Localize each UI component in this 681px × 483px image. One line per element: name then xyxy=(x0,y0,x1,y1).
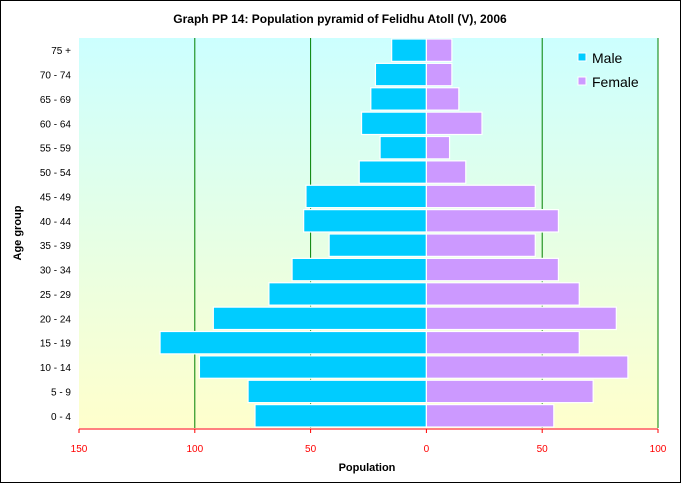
bar-male xyxy=(254,404,428,428)
y-tick-label: 60 - 64 xyxy=(40,119,72,130)
y-tick-label: 35 - 39 xyxy=(40,241,72,252)
x-tick-label: 50 xyxy=(305,444,317,455)
bar-female xyxy=(425,379,594,404)
chart-title: Graph PP 14: Population pyramid of Felid… xyxy=(173,12,507,26)
bar-female xyxy=(425,233,536,257)
y-tick-label: 75 + xyxy=(51,46,71,57)
x-tick-label: 100 xyxy=(186,444,203,455)
bar-female xyxy=(425,404,555,428)
bar-male xyxy=(360,111,428,136)
bar-male xyxy=(358,160,427,184)
bar-female xyxy=(425,306,617,331)
y-tick-label: 40 - 44 xyxy=(40,217,72,228)
y-tick-label: 20 - 24 xyxy=(40,314,72,325)
bar-female xyxy=(425,209,560,233)
y-tick-label: 55 - 59 xyxy=(40,144,72,155)
bar-female xyxy=(425,160,467,184)
bar-female xyxy=(425,87,460,111)
x-tick-label: 0 xyxy=(424,444,430,455)
bar-female xyxy=(425,184,536,209)
y-tick-label: 10 - 14 xyxy=(40,363,72,374)
y-axis-title: Age group xyxy=(12,205,24,260)
legend-swatch-male xyxy=(577,52,587,62)
bar-female xyxy=(425,38,453,62)
legend-label-female: Female xyxy=(592,74,639,90)
y-tick-label: 5 - 9 xyxy=(51,387,71,398)
x-tick-label: 150 xyxy=(71,444,88,455)
legend-swatch-female xyxy=(577,76,587,86)
bar-male xyxy=(374,62,427,87)
bar-male xyxy=(379,135,427,160)
bar-male xyxy=(159,330,427,355)
bar-female xyxy=(425,257,560,282)
bar-male xyxy=(268,282,427,306)
legend-label-male: Male xyxy=(592,50,623,66)
bar-male xyxy=(247,379,427,404)
bar-female xyxy=(425,330,580,355)
bar-male xyxy=(305,184,427,209)
bar-male xyxy=(212,306,428,331)
bar-female xyxy=(425,135,451,160)
legend: Male Female xyxy=(577,50,639,90)
y-tick-label: 30 - 34 xyxy=(40,266,72,277)
bar-male xyxy=(391,38,428,62)
y-tick-label: 0 - 4 xyxy=(51,412,71,423)
bar-male xyxy=(291,257,427,282)
x-tick-label: 100 xyxy=(650,444,667,455)
y-tick-label: 45 - 49 xyxy=(40,192,72,203)
x-tick-label: 50 xyxy=(537,444,549,455)
y-tick-label: 65 - 69 xyxy=(40,95,72,106)
bar-male xyxy=(328,233,427,257)
bar-male xyxy=(303,209,428,233)
x-axis-title: Population xyxy=(339,462,396,474)
bar-female xyxy=(425,62,453,87)
bar-female xyxy=(425,282,580,306)
y-tick-label: 70 - 74 xyxy=(40,71,72,82)
bar-male xyxy=(370,87,428,111)
bar-female xyxy=(425,111,483,136)
y-tick-label: 50 - 54 xyxy=(40,168,72,179)
y-tick-label: 15 - 19 xyxy=(40,339,72,350)
y-tick-label: 25 - 29 xyxy=(40,290,72,301)
bar-female xyxy=(425,355,629,379)
bar-male xyxy=(198,355,428,379)
